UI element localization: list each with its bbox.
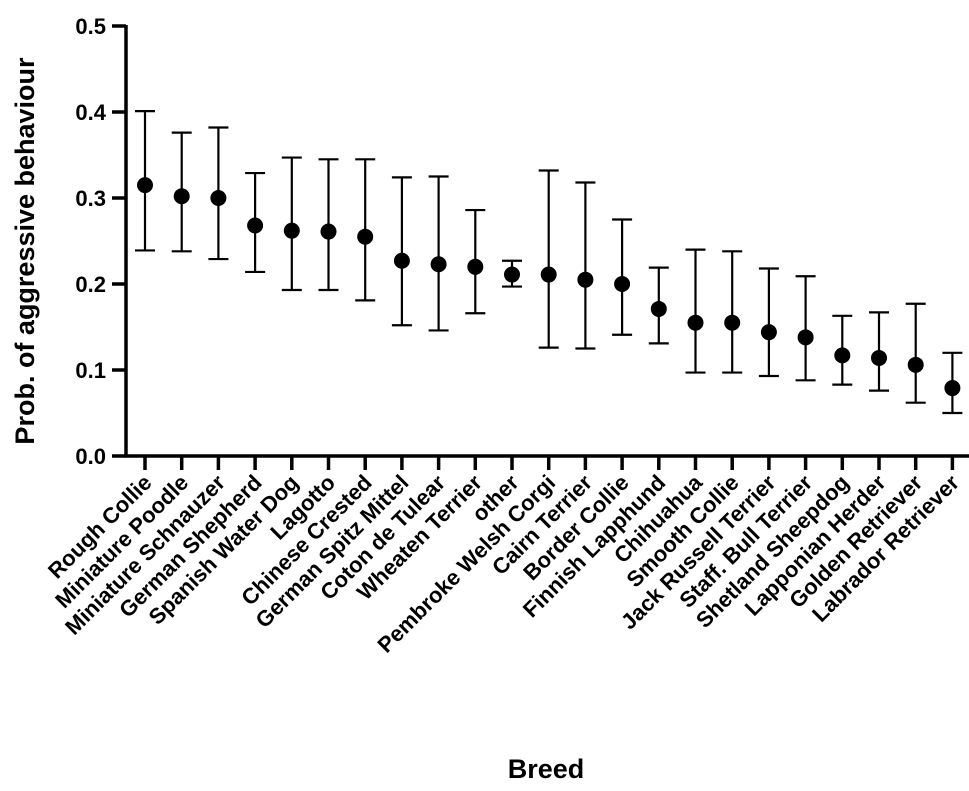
data-point: [687, 314, 704, 331]
axes: [124, 25, 969, 458]
y-tick-label: 0.1: [75, 358, 106, 383]
error-bar: [905, 302, 926, 404]
error-bar: [538, 169, 559, 349]
error-bar: [685, 248, 706, 374]
data-point: [907, 356, 924, 373]
y-axis-title: Prob. of aggressive behaviour: [10, 57, 40, 445]
y-tick-label: 0.2: [75, 272, 106, 297]
data-point: [357, 228, 374, 245]
data-point: [467, 258, 484, 275]
data-point: [210, 190, 227, 206]
x-ticks: [143, 456, 955, 470]
data-point: [430, 256, 447, 273]
data-point: [504, 266, 520, 283]
data-point: [577, 271, 594, 288]
error-bar: [795, 275, 816, 382]
data-point: [614, 276, 631, 292]
data-point: [797, 329, 814, 346]
data-point: [247, 217, 264, 234]
data-point: [283, 222, 300, 239]
error-bar: [722, 250, 743, 374]
data-point: [871, 349, 887, 366]
error-bars: [135, 110, 963, 415]
data-point: [834, 347, 851, 364]
y-tick-label: 0.4: [75, 100, 106, 125]
data-point: [540, 266, 557, 283]
y-tick-label: 0.3: [75, 186, 106, 211]
y-tick-label: 0.0: [75, 444, 106, 469]
data-point: [724, 314, 741, 331]
y-ticks: 0.0 0.1 0.2 0.3 0.4 0.5: [75, 14, 126, 469]
error-bar: [391, 176, 412, 327]
data-point: [944, 380, 961, 397]
error-bar: [758, 267, 779, 378]
points: [137, 177, 961, 397]
error-bar: [428, 175, 449, 332]
data-point: [650, 300, 667, 317]
data-point: [320, 223, 337, 240]
error-bar: [575, 181, 596, 350]
data-point: [137, 177, 153, 194]
x-axis-title: Breed: [508, 754, 585, 784]
data-point: [760, 324, 777, 341]
y-tick-label: 0.5: [75, 14, 106, 39]
data-point: [393, 252, 410, 269]
data-point: [173, 188, 190, 205]
